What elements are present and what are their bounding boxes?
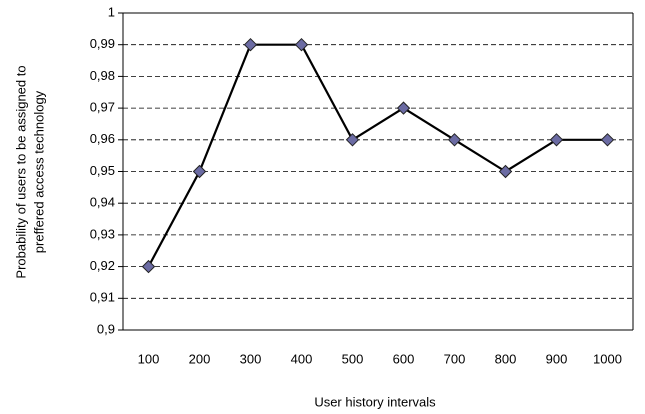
marker [498, 164, 513, 179]
marker [447, 133, 462, 147]
marker [141, 259, 156, 274]
x-tick-label: 100 [138, 351, 160, 366]
y-axis-title: Probability of users to be assigned to [13, 65, 28, 278]
x-tick-label: 500 [342, 351, 364, 366]
marker [345, 133, 360, 147]
y-tick-label: 0,92 [90, 258, 115, 273]
x-tick-label: 800 [495, 351, 517, 366]
marker [396, 101, 411, 115]
line [147, 43, 608, 268]
y-tick-label: 0,99 [90, 36, 115, 51]
x-axis-title: User history intervals [314, 394, 436, 409]
marker [192, 164, 207, 179]
x-tick-label: 600 [393, 351, 415, 366]
y-tick-label: 0,97 [90, 100, 115, 115]
y-tick-label: 0,94 [90, 195, 115, 210]
marker [549, 133, 564, 147]
y-tick-label: 1 [108, 4, 115, 19]
x-tick-label: 900 [546, 351, 568, 366]
y-tick-label: 0,91 [90, 290, 115, 305]
x-tick-label: 700 [444, 351, 466, 366]
marker [600, 133, 615, 147]
marker [243, 37, 258, 52]
x-tick-label: 200 [189, 351, 211, 366]
x-tick-label: 400 [291, 351, 313, 366]
y-tick-label: 0,9 [97, 321, 115, 336]
y-tick-label: 0,93 [90, 226, 115, 241]
x-tick-label: 300 [240, 351, 262, 366]
marker [294, 37, 309, 52]
y-tick-label: 0,95 [90, 163, 115, 178]
y-tick-label: 0,98 [90, 68, 115, 83]
y-axis-title: preffered access technology [31, 90, 46, 253]
x-tick-label: 1000 [593, 351, 622, 366]
y-tick-label: 0,96 [90, 131, 115, 146]
